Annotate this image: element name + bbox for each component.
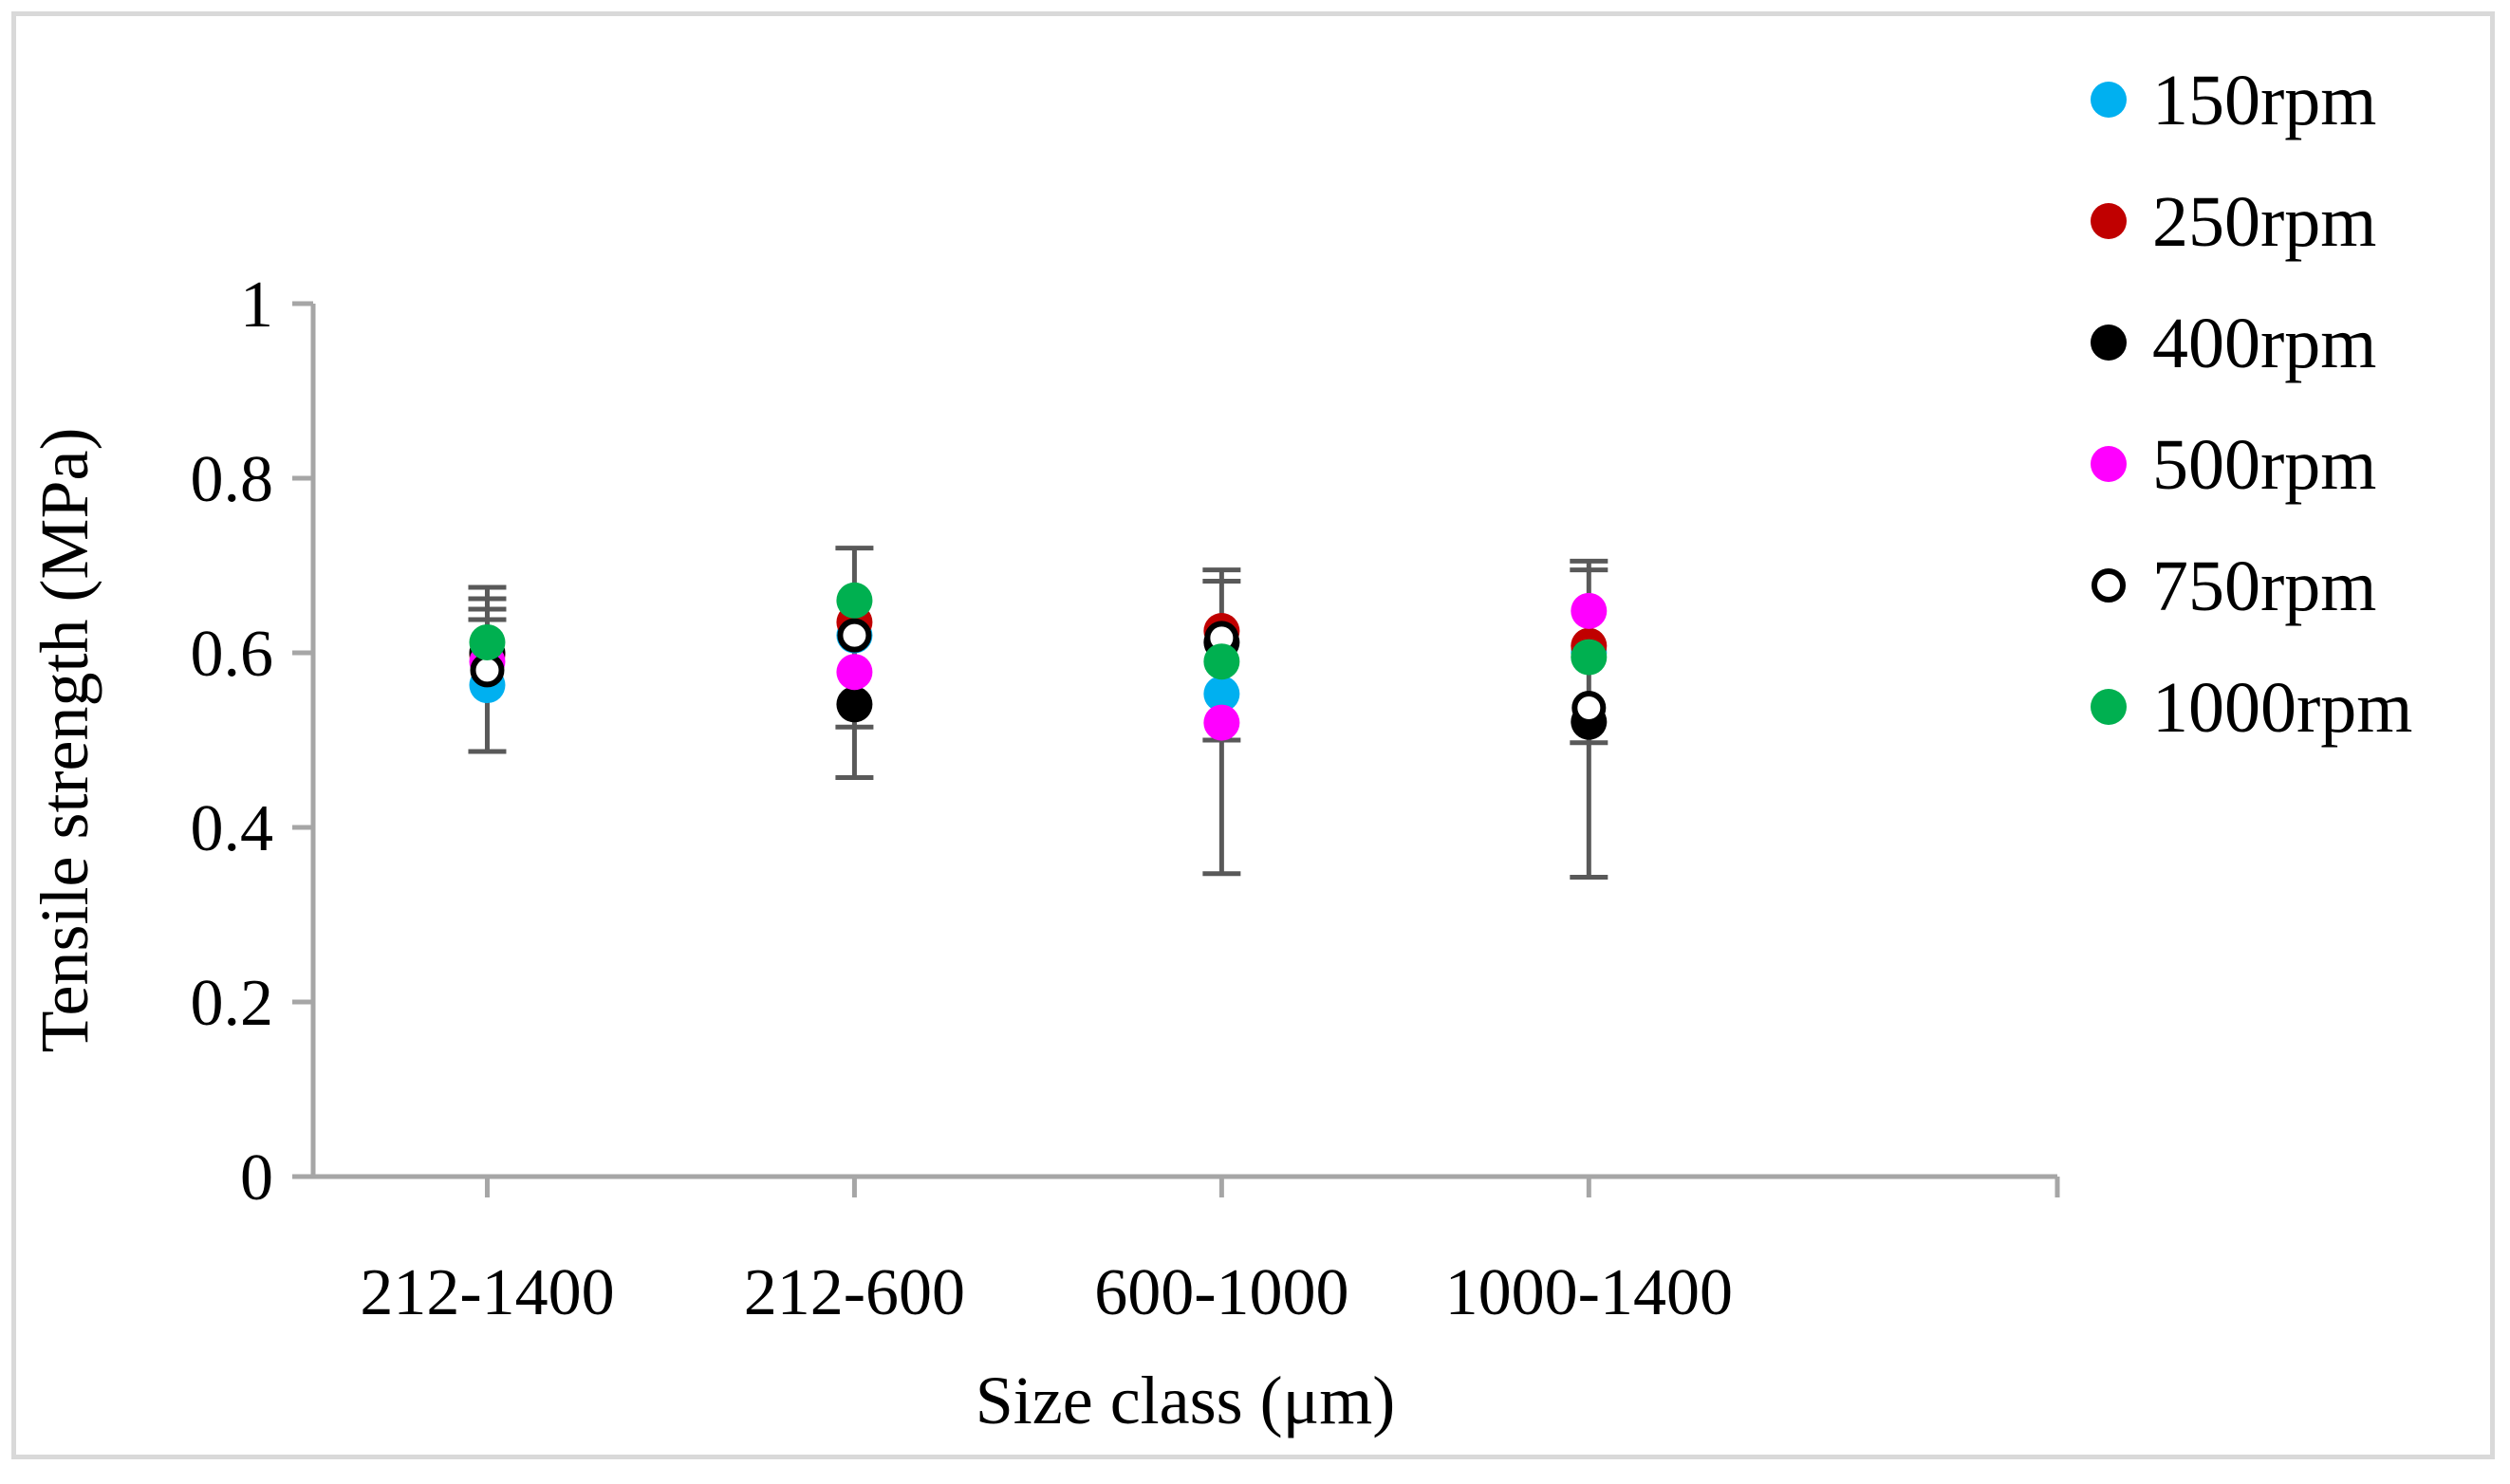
legend-label: 400rpm <box>2152 304 2376 383</box>
y-tick-label: 1 <box>240 269 273 342</box>
x-tick-label: 212-600 <box>744 1256 965 1329</box>
x-tick-label: 600-1000 <box>1094 1256 1348 1329</box>
data-point-400rpm <box>836 686 873 723</box>
error-bars <box>468 546 1608 880</box>
legend-label: 250rpm <box>2152 182 2376 262</box>
legend-marker-750rpm <box>2092 568 2126 603</box>
data-point-1000rpm <box>836 582 873 619</box>
data-point-500rpm <box>836 654 873 691</box>
y-axis-title: Tensile strength (MPa) <box>27 428 102 1053</box>
x-tick-label: 1000-1400 <box>1445 1256 1733 1329</box>
y-tick-label: 0.6 <box>191 618 274 691</box>
y-tick-label: 0.4 <box>191 792 274 865</box>
legend-label: 500rpm <box>2152 425 2376 505</box>
data-point-500rpm <box>1203 704 1240 741</box>
data-point-150rpm <box>1203 676 1240 713</box>
axes <box>310 304 2057 1179</box>
legend-marker-500rpm <box>2091 446 2127 482</box>
x-tick-label: 212-1400 <box>360 1256 614 1329</box>
data-point-500rpm <box>1571 592 1608 629</box>
data-point-750rpm <box>1571 690 1607 725</box>
y-tick-label: 0.8 <box>191 443 274 516</box>
legend-label: 750rpm <box>2152 547 2376 626</box>
x-axis-title: Size class (μm) <box>976 1363 1395 1438</box>
legend-marker-1000rpm <box>2091 689 2127 725</box>
y-ticks: 0 0.2 0.4 0.6 0.8 1 <box>191 269 313 1215</box>
data-point-750rpm <box>837 618 872 653</box>
legend: 150rpm 250rpm 400rpm 500rpm 750rpm 1000rpm <box>2091 61 2412 748</box>
legend-marker-150rpm <box>2091 82 2127 118</box>
legend-label: 150rpm <box>2152 61 2376 140</box>
legend-marker-250rpm <box>2091 203 2127 239</box>
y-tick-label: 0 <box>240 1141 273 1215</box>
data-point-1000rpm <box>469 623 506 660</box>
x-ticks: 212-1400 212-600 600-1000 1000-1400 <box>360 1177 2060 1329</box>
chart-frame <box>11 11 2495 1459</box>
data-point-1000rpm <box>1203 643 1240 680</box>
legend-marker-400rpm <box>2091 325 2127 361</box>
legend-label: 1000rpm <box>2152 668 2412 748</box>
data-points <box>469 582 1608 741</box>
y-tick-label: 0.2 <box>191 967 274 1040</box>
data-point-1000rpm <box>1571 639 1608 676</box>
